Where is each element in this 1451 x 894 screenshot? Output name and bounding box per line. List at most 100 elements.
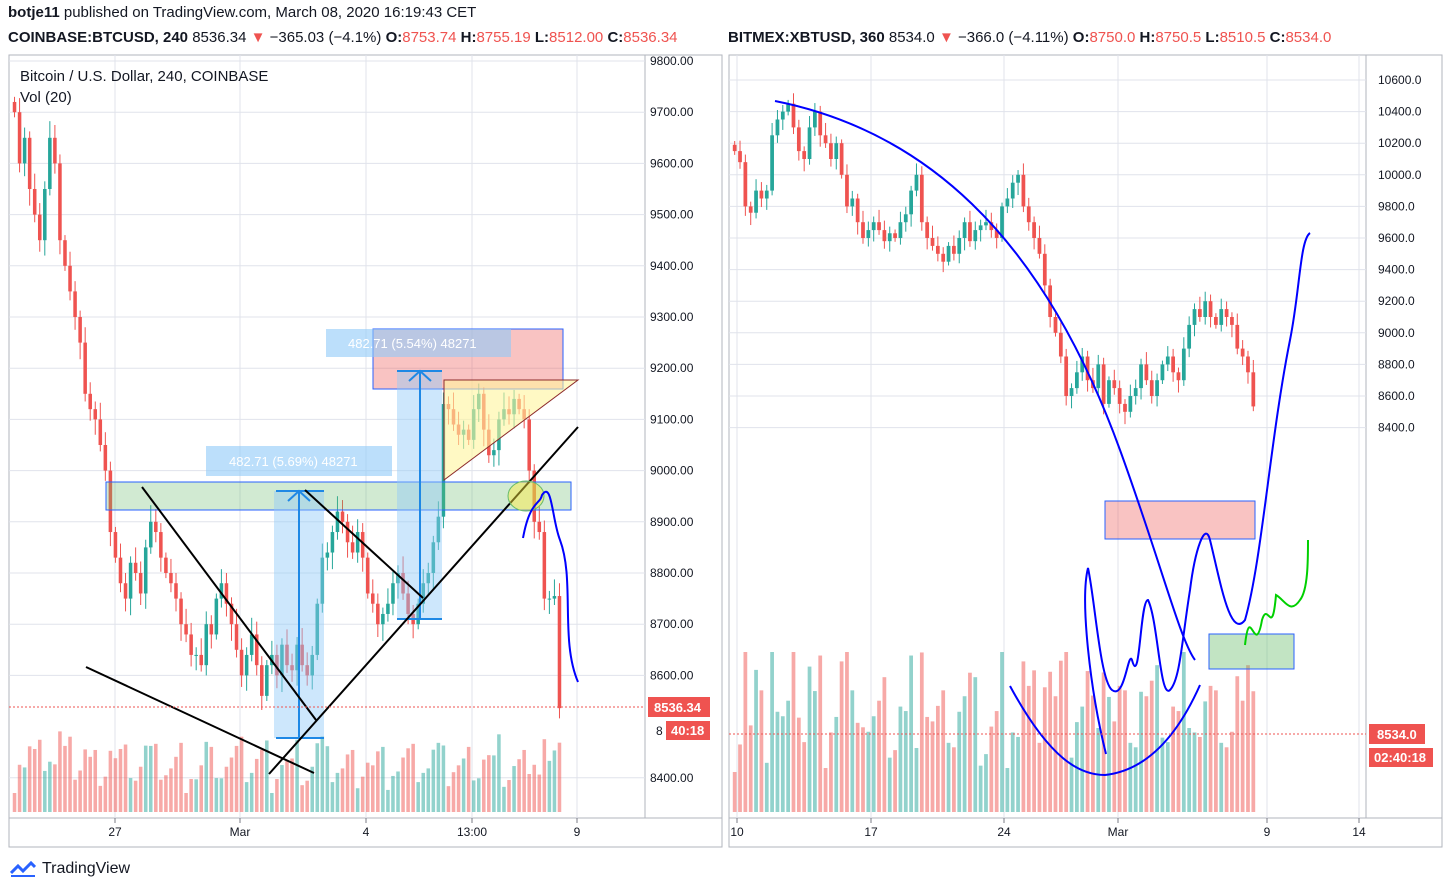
candle-body[interactable] — [1235, 324, 1240, 349]
candle-body[interactable] — [941, 253, 946, 262]
trendline-wedge-bottom[interactable] — [85, 666, 315, 774]
candle-body[interactable] — [350, 542, 355, 553]
candle-body[interactable] — [813, 111, 817, 128]
candle-body[interactable] — [1230, 317, 1234, 325]
candle-body[interactable] — [989, 222, 994, 231]
candle-body[interactable] — [204, 624, 209, 666]
candle-body[interactable] — [855, 198, 860, 223]
candle-body[interactable] — [877, 222, 881, 231]
candle-body[interactable] — [909, 190, 913, 215]
candle-body[interactable] — [1010, 182, 1015, 199]
candle-body[interactable] — [280, 644, 284, 676]
candle-body[interactable] — [957, 238, 962, 254]
candle-body[interactable] — [275, 654, 279, 676]
candle-body[interactable] — [436, 516, 441, 543]
trendline-flag[interactable] — [304, 489, 424, 599]
candle-body[interactable] — [492, 450, 496, 456]
candle-body[interactable] — [552, 596, 557, 599]
candle-body[interactable] — [376, 603, 380, 625]
candle-body[interactable] — [118, 557, 123, 584]
candle-body[interactable] — [249, 634, 254, 655]
candle-body[interactable] — [416, 603, 420, 625]
candle-body[interactable] — [946, 245, 951, 262]
candle-body[interactable] — [775, 119, 780, 136]
candle-body[interactable] — [1160, 364, 1165, 381]
candle-body[interactable] — [335, 511, 340, 533]
candle-body[interactable] — [1144, 364, 1149, 381]
candle-body[interactable] — [174, 583, 178, 599]
candle-body[interactable] — [315, 603, 320, 655]
right-symbol[interactable]: BITMEX:XBTUSD, 360 — [728, 29, 885, 46]
candle-body[interactable] — [133, 562, 138, 573]
candle-body[interactable] — [978, 225, 983, 231]
candle-body[interactable] — [882, 230, 887, 242]
candle-body[interactable] — [320, 557, 325, 604]
candle-body[interactable] — [893, 233, 897, 238]
candle-body[interactable] — [310, 654, 314, 676]
candle-body[interactable] — [1117, 388, 1122, 404]
candle-body[interactable] — [396, 573, 400, 584]
candle-body[interactable] — [17, 112, 22, 164]
alt-projection-path[interactable] — [1244, 539, 1309, 646]
candle-body[interactable] — [1181, 348, 1186, 381]
candle-body[interactable] — [1053, 317, 1058, 333]
candle-body[interactable] — [199, 654, 203, 666]
candle-body[interactable] — [887, 233, 892, 242]
candle-body[interactable] — [330, 532, 335, 553]
candle-body[interactable] — [179, 598, 183, 625]
candle-body[interactable] — [845, 174, 849, 207]
candle-body[interactable] — [386, 603, 390, 614]
candle-body[interactable] — [421, 583, 426, 604]
candle-body[interactable] — [764, 190, 769, 199]
candle-body[interactable] — [871, 222, 876, 231]
candle-body[interactable] — [1107, 380, 1111, 404]
candle-body[interactable] — [290, 665, 294, 671]
candle-body[interactable] — [169, 573, 173, 584]
candle-body[interactable] — [796, 127, 801, 152]
candle-body[interactable] — [1219, 309, 1224, 325]
candle-body[interactable] — [984, 222, 988, 226]
candle-body[interactable] — [738, 151, 742, 163]
candle-body[interactable] — [1112, 380, 1117, 389]
candle-body[interactable] — [743, 162, 748, 207]
candle-body[interactable] — [780, 111, 785, 120]
candle-body[interactable] — [791, 103, 796, 128]
candle-body[interactable] — [866, 230, 871, 238]
candle-body[interactable] — [98, 419, 103, 445]
candle-body[interactable] — [63, 240, 67, 266]
candle-body[interactable] — [265, 665, 269, 696]
candle-body[interactable] — [27, 137, 32, 189]
candle-body[interactable] — [1240, 348, 1245, 357]
candle-body[interactable] — [260, 665, 264, 696]
left-price-axis[interactable]: 9800.00 9700.00 9600.00 9500.00 9400.00 9300.… — [650, 54, 694, 785]
breakout-zone-box[interactable] — [105, 481, 572, 511]
candle-body[interactable] — [829, 143, 833, 159]
candle-body[interactable] — [759, 190, 764, 199]
candle-body[interactable] — [547, 598, 552, 600]
candle-body[interactable] — [1000, 206, 1004, 238]
candle-body[interactable] — [325, 552, 330, 558]
candle-body[interactable] — [381, 613, 385, 625]
candle-body[interactable] — [823, 135, 828, 144]
rounded-bottom-arc[interactable] — [1009, 684, 1201, 777]
candle-body[interactable] — [1246, 356, 1250, 373]
candle-body[interactable] — [1251, 372, 1256, 407]
candle-body[interactable] — [234, 624, 239, 650]
candle-body[interactable] — [1176, 372, 1181, 381]
candle-body[interactable] — [1139, 364, 1143, 389]
candle-body[interactable] — [1016, 174, 1020, 183]
candle-body[interactable] — [431, 542, 436, 573]
candle-body[interactable] — [1165, 356, 1170, 365]
candle-body[interactable] — [365, 557, 370, 594]
candle-body[interactable] — [48, 137, 52, 189]
candle-body[interactable] — [426, 573, 431, 584]
candle-body[interactable] — [189, 634, 193, 655]
candle-body[interactable] — [1069, 388, 1074, 396]
candle-body[interactable] — [143, 547, 148, 594]
candle-body[interactable] — [441, 404, 446, 517]
candle-body[interactable] — [542, 532, 547, 599]
candle-body[interactable] — [802, 151, 807, 159]
candle-body[interactable] — [58, 163, 62, 241]
candle-body[interactable] — [406, 593, 410, 614]
